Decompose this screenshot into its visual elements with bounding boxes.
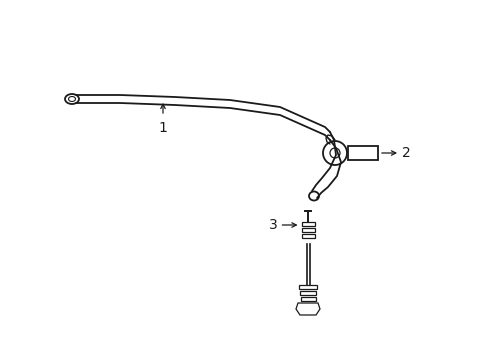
Text: 2: 2 (401, 146, 410, 160)
Bar (301, 222, 314, 226)
Text: 1: 1 (158, 121, 167, 135)
Bar (299, 291, 315, 295)
Bar (301, 234, 314, 238)
Bar (300, 297, 315, 301)
Bar (298, 285, 316, 289)
Text: 3: 3 (268, 218, 277, 232)
Bar (301, 228, 314, 232)
Bar (347, 146, 377, 160)
